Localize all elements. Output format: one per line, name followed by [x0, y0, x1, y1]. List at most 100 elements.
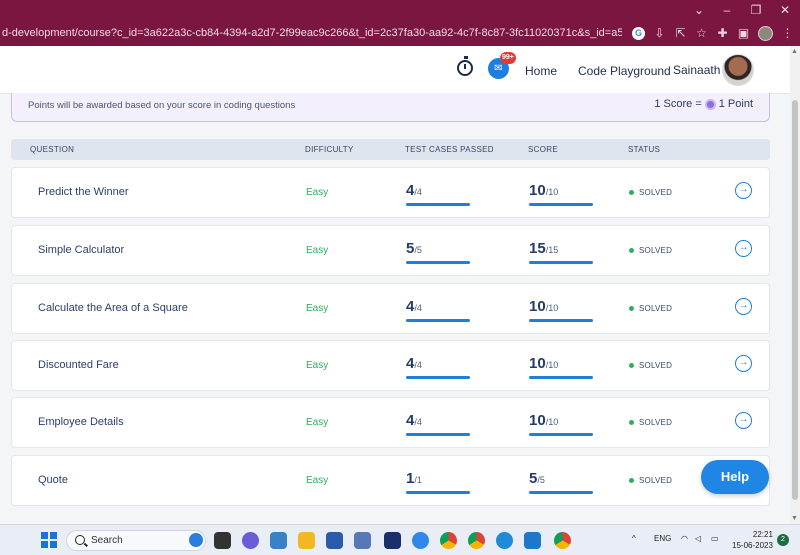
share-icon[interactable]: ⇱: [675, 26, 686, 40]
battery-icon[interactable]: ▭: [711, 534, 719, 543]
tests-progress-bar: [406, 319, 470, 322]
scroll-down-icon[interactable]: ▼: [791, 515, 798, 522]
status-dot-icon: [629, 478, 634, 483]
notepad-icon[interactable]: [270, 532, 287, 549]
tests-total-value: /4: [414, 187, 422, 197]
menu-icon[interactable]: ⋮: [781, 26, 794, 40]
score-value: 10: [529, 182, 546, 199]
table-row[interactable]: Calculate the Area of a Square Easy 4/4 …: [11, 283, 770, 334]
tests-passed-value: 1: [406, 470, 415, 487]
score-left-text: 1 Score =: [654, 98, 702, 110]
column-header-tests: TEST CASES PASSED: [405, 145, 494, 154]
question-title[interactable]: Discounted Fare: [38, 359, 119, 371]
bing-icon[interactable]: [189, 533, 203, 547]
difficulty-label: Easy: [306, 187, 329, 198]
score: 5/5: [529, 470, 593, 494]
sidebar-icon[interactable]: ▣: [737, 26, 750, 40]
help-button[interactable]: Help: [701, 460, 769, 494]
taskbar-search-label: Search: [91, 535, 123, 546]
tests-progress-bar: [406, 491, 470, 494]
tab-search-icon[interactable]: ⌄: [693, 3, 705, 17]
restore-button[interactable]: ❐: [750, 3, 762, 17]
table-row[interactable]: Employee Details Easy 4/4 10/10 SOLVED →: [11, 397, 770, 448]
score-total-value: /10: [545, 187, 559, 197]
tests-total-value: /1: [414, 475, 422, 485]
nav-code-playground-link[interactable]: Code Playground: [578, 64, 671, 78]
timer-icon[interactable]: [457, 56, 473, 76]
store-icon[interactable]: [326, 532, 343, 549]
column-header-status: STATUS: [628, 145, 661, 154]
terminal-icon[interactable]: [384, 532, 401, 549]
table-row[interactable]: Quote Easy 1/1 5/5 SOLVED: [11, 455, 770, 506]
question-title[interactable]: Employee Details: [38, 416, 124, 428]
tests-passed-value: 4: [406, 182, 415, 199]
arrow-right-circle-icon[interactable]: →: [735, 298, 752, 315]
download-icon[interactable]: ⇩: [654, 26, 665, 40]
app-icon[interactable]: [354, 532, 371, 549]
profile-icon[interactable]: [758, 25, 773, 41]
arrow-right-circle-icon[interactable]: →: [735, 240, 752, 257]
arrow-right-circle-icon[interactable]: →: [735, 355, 752, 372]
wifi-icon[interactable]: ◠: [681, 534, 688, 543]
language-indicator[interactable]: ENG: [654, 534, 672, 543]
chrome-icon[interactable]: [440, 532, 457, 549]
task-view-icon[interactable]: [214, 532, 231, 549]
status-dot-icon: [629, 363, 634, 368]
edge-dev-icon[interactable]: [412, 532, 429, 549]
username[interactable]: Sainaath: [673, 63, 721, 77]
file-explorer-icon[interactable]: [298, 532, 315, 549]
question-title[interactable]: Calculate the Area of a Square: [38, 302, 188, 314]
column-header-question: QUESTION: [30, 145, 75, 154]
minimize-button[interactable]: –: [723, 3, 731, 17]
clock[interactable]: 22:21 15-06-2023: [732, 529, 773, 551]
tests-passed: 4/4: [406, 182, 470, 206]
score-total-value: /10: [545, 417, 559, 427]
taskbar-search[interactable]: Search: [66, 530, 206, 551]
nav-home-link[interactable]: Home: [525, 64, 558, 78]
column-header-score: SCORE: [528, 145, 558, 154]
edge-icon[interactable]: [496, 532, 513, 549]
chat-app-icon[interactable]: [242, 532, 259, 549]
status-badge: SOLVED: [629, 418, 672, 427]
url-field[interactable]: d-development/course?c_id=3a622a3c-cb84-…: [2, 27, 622, 39]
score: 10/10: [529, 298, 593, 322]
score-value: 15: [529, 240, 546, 257]
windows-start-icon[interactable]: [41, 532, 57, 548]
tests-progress-bar: [406, 376, 470, 379]
arrow-right-circle-icon[interactable]: →: [735, 412, 752, 429]
chrome-profile-icon[interactable]: [468, 532, 485, 549]
difficulty-label: Easy: [306, 245, 329, 256]
question-title[interactable]: Simple Calculator: [38, 244, 125, 256]
volume-icon[interactable]: ◁: [695, 534, 702, 543]
tests-total-value: /5: [414, 245, 422, 255]
arrow-right-circle-icon[interactable]: →: [735, 182, 752, 199]
status-badge: SOLVED: [629, 188, 672, 197]
chrome-active-icon[interactable]: [554, 532, 571, 549]
avatar[interactable]: [722, 54, 754, 86]
scroll-thumb[interactable]: [792, 100, 798, 500]
star-icon[interactable]: ☆: [696, 26, 707, 40]
close-button[interactable]: ✕: [779, 3, 791, 17]
page-scrollbar[interactable]: ▲ ▼: [790, 46, 800, 524]
google-icon[interactable]: G: [632, 26, 645, 40]
tests-progress-bar: [406, 261, 470, 264]
tests-total-value: /4: [414, 360, 422, 370]
tray-overflow-icon[interactable]: ^: [632, 534, 636, 543]
table-row[interactable]: Simple Calculator Easy 5/5 15/15 SOLVED …: [11, 225, 770, 276]
status-text: SOLVED: [639, 476, 673, 485]
vscode-icon[interactable]: [524, 532, 541, 549]
score-conversion: 1 Score = 1 Point: [654, 98, 753, 110]
tests-passed-value: 4: [406, 355, 415, 372]
notification-badge[interactable]: 2: [777, 534, 789, 546]
table-header: QUESTION DIFFICULTY TEST CASES PASSED SC…: [11, 139, 770, 160]
extensions-icon[interactable]: ✚: [717, 26, 728, 40]
table-row[interactable]: Discounted Fare Easy 4/4 10/10 SOLVED →: [11, 340, 770, 391]
score: 15/15: [529, 240, 593, 264]
scroll-up-icon[interactable]: ▲: [791, 48, 798, 55]
score: 10/10: [529, 412, 593, 436]
score-progress-bar: [529, 261, 593, 264]
table-row[interactable]: Predict the Winner Easy 4/4 10/10 SOLVED…: [11, 167, 770, 218]
question-title[interactable]: Quote: [38, 474, 68, 486]
score-progress-bar: [529, 433, 593, 436]
question-title[interactable]: Predict the Winner: [38, 186, 129, 198]
